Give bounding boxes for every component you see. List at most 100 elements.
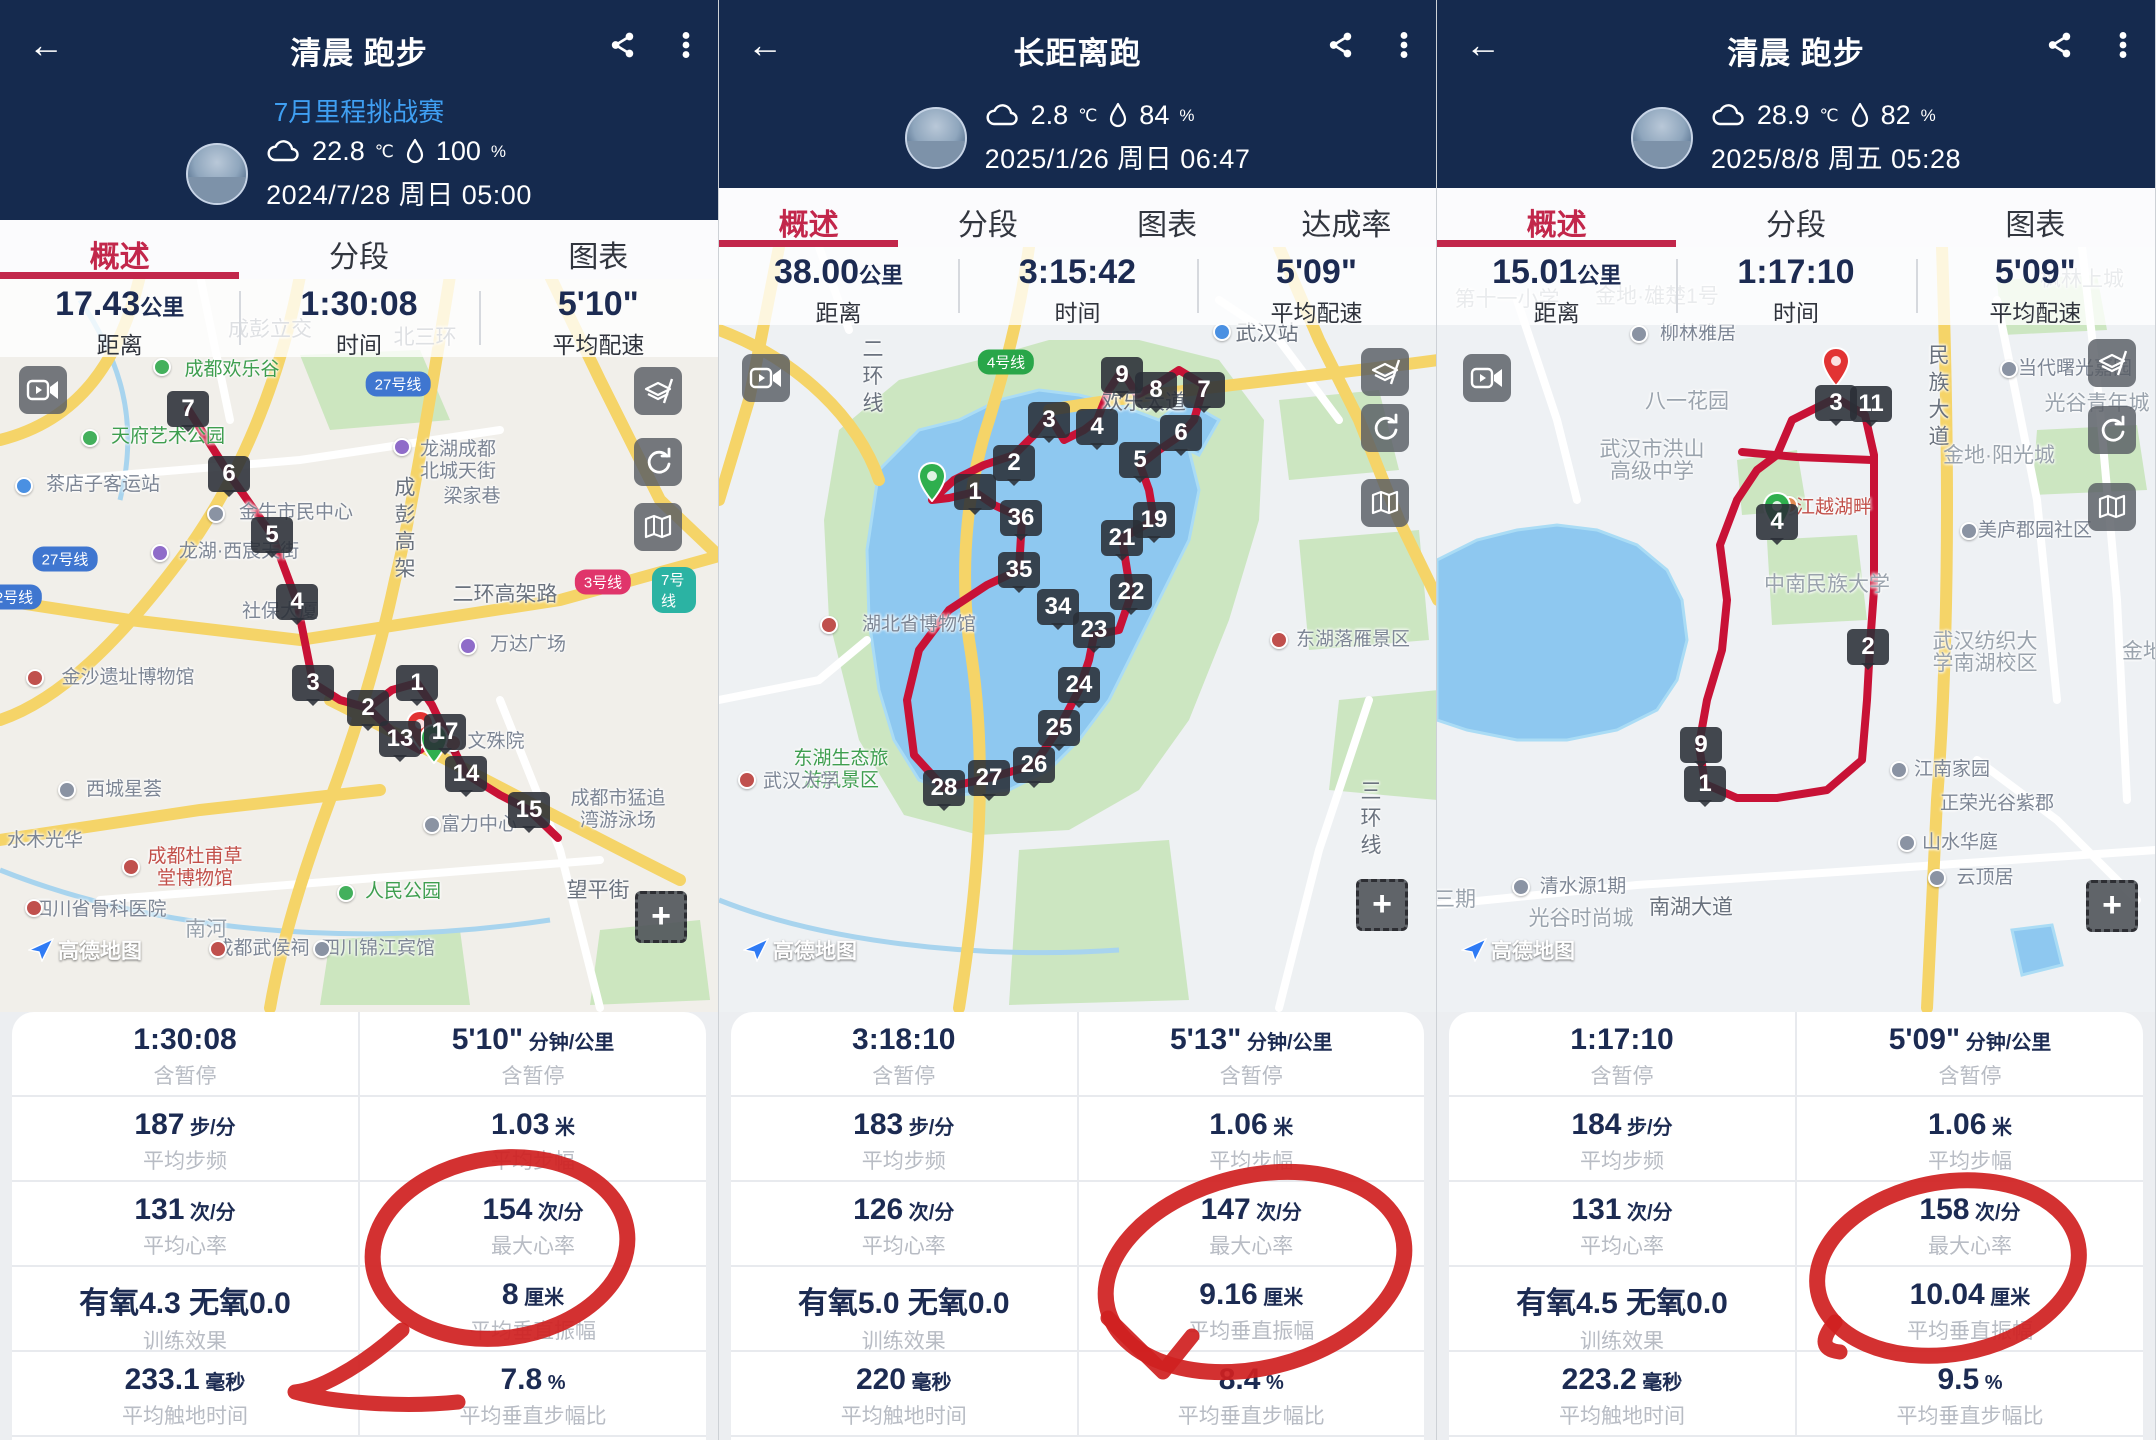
activity-datetime: 2024/7/28 周日 05:00	[266, 180, 532, 210]
back-button[interactable]: ←	[747, 24, 783, 65]
map-label: 东湖生态旅 游风景区	[793, 748, 889, 791]
back-button[interactable]: ←	[28, 24, 64, 65]
map-label: 湖北省博物馆	[861, 614, 977, 635]
map-layers-button[interactable]	[2088, 339, 2136, 387]
tab-图表[interactable]: 图表	[1137, 209, 1198, 242]
metric-cell: 5'10" 分钟/公里 含暂停	[358, 1012, 706, 1095]
tab-分段[interactable]: 分段	[328, 241, 389, 274]
tab-bar: 概述 分段 图表	[0, 220, 718, 279]
map-legend-button[interactable]	[1361, 479, 1409, 527]
metro-line-pill: 3号线	[574, 569, 632, 595]
page-title: 清晨 跑步	[290, 36, 428, 71]
map-label: 望平街	[566, 879, 630, 902]
map-zoom-button[interactable]: +	[635, 891, 687, 943]
metric-unit: 次/分	[1250, 1202, 1302, 1224]
poi-pin-icon	[207, 505, 225, 523]
metric-value: 158 次/分	[1919, 1193, 2021, 1226]
header-toolbar: ← 清晨 跑步	[0, 24, 718, 71]
more-menu-button[interactable]	[2106, 28, 2140, 62]
map-zoom-button[interactable]: +	[2086, 880, 2138, 932]
map-legend-button[interactable]	[634, 503, 682, 551]
metric-unit: 分钟/公里	[1241, 1032, 1333, 1054]
share-button[interactable]	[2042, 28, 2076, 62]
metric-value: 184 步/分	[1571, 1108, 1673, 1141]
tab-分段[interactable]: 分段	[1765, 209, 1826, 242]
table-row: 183 步/分 平均步频 1.06 米平均步幅	[731, 1097, 1424, 1182]
metro-line-pill: 4号线	[977, 349, 1035, 375]
metro-line-pill: 27号线	[365, 371, 431, 397]
metric-label: 最大心率	[491, 1235, 575, 1258]
map-layers-button[interactable]	[1361, 348, 1409, 396]
metric-label: 训练效果	[861, 1330, 946, 1353]
stat-label: 时间	[1772, 300, 1819, 326]
tab-分段[interactable]: 分段	[957, 209, 1018, 242]
metric-value: 126 次/分	[853, 1193, 955, 1226]
route-map[interactable]: 第十一小学金地·雄楚1号枫林上城柳林雅居八一花园武汉市洪山 高级中学民族大道当代…	[1437, 247, 2155, 1012]
poi-pin-icon	[153, 358, 171, 376]
route-replay-button[interactable]	[2088, 406, 2136, 454]
metric-unit: %	[1260, 1372, 1284, 1394]
share-button[interactable]	[605, 28, 639, 62]
tab-图表[interactable]: 图表	[2005, 209, 2066, 242]
more-menu-button[interactable]	[1387, 28, 1421, 62]
metric-cell: 9.16 厘米 平均垂直振幅	[1076, 1267, 1425, 1350]
stat-label: 平均配速	[1270, 300, 1363, 326]
metric-cell: 184 步/分 平均步频	[1449, 1097, 1795, 1180]
metro-line-pill: 27号线	[32, 546, 98, 572]
detail-metrics-card: 3:18:10 含暂停 5'13" 分钟/公里 含暂停 183 步/分 平均步频 1.06 …	[731, 1012, 1424, 1440]
map-video-button[interactable]	[1463, 354, 1511, 402]
stat-平均配速: 5'09" 平均配速	[1915, 247, 2155, 326]
metric-label: 平均心率	[143, 1235, 227, 1258]
route-start-pin	[917, 462, 947, 502]
share-button[interactable]	[1323, 28, 1357, 62]
map-label: 成彭高架	[392, 476, 415, 584]
tab-概述[interactable]: 概述	[719, 188, 899, 247]
route-replay-button[interactable]	[1361, 404, 1409, 452]
map-layers-button[interactable]	[634, 367, 682, 415]
metric-label: 平均步频	[143, 1150, 227, 1173]
metric-label: 平均垂直步幅比	[1177, 1405, 1325, 1428]
map-video-button[interactable]	[742, 354, 790, 402]
more-menu-button[interactable]	[669, 28, 703, 62]
back-button[interactable]: ←	[1465, 24, 1501, 65]
map-label: 山水华庭	[1921, 832, 1999, 853]
map-zoom-button[interactable]: +	[1356, 879, 1408, 931]
map-label: 万达广场	[489, 634, 567, 655]
map-video-button[interactable]	[19, 366, 67, 414]
map-label: 水木光华	[6, 830, 84, 851]
route-map[interactable]: 成彭立交成都欢乐谷北三环天府艺术公园龙湖成都 北城天街茶店子客运站金牛市民中心龙…	[0, 279, 718, 1012]
metric-unit: 次/分	[903, 1202, 955, 1224]
metric-cell: 8 厘米 平均垂直振幅	[358, 1267, 706, 1350]
route-end-pin	[1821, 347, 1851, 387]
km-marker-badge: 2	[1847, 629, 1889, 670]
table-row: 1:17:10 含暂停 5'09" 分钟/公里 含暂停	[1449, 1012, 2143, 1097]
route-replay-button[interactable]	[634, 438, 682, 486]
km-marker-badge: 28	[923, 770, 965, 811]
metric-value: 220 毫秒	[855, 1363, 952, 1396]
metric-cell: 126 次/分 平均心率	[731, 1182, 1077, 1265]
poi-pin-icon	[58, 781, 76, 799]
tab-bar: 概述 分段 图表 达成率	[719, 188, 1436, 247]
route-map[interactable]: 武汉站欢乐大道二环线湖北省博物馆东湖落雁景区东湖生态旅 游风景区三环线武汉大学4…	[719, 247, 1436, 1012]
metric-cell: 5'13" 分钟/公里 含暂停	[1076, 1012, 1425, 1095]
map-label: 清水源1期	[1539, 876, 1627, 897]
metric-value: 3:18:10	[852, 1023, 956, 1056]
stat-label: 时间	[1054, 300, 1101, 326]
km-marker-badge: 2	[347, 690, 389, 731]
stat-value: 5'09"	[1276, 253, 1357, 291]
tab-概述[interactable]: 概述	[1437, 188, 1677, 247]
metric-cell: 有氧5.0 无氧0.0 训练效果	[731, 1267, 1077, 1353]
poi-pin-icon	[209, 940, 227, 958]
table-row: 3:18:10 含暂停 5'13" 分钟/公里 含暂停	[731, 1012, 1424, 1097]
page-title: 清晨 跑步	[1727, 36, 1865, 71]
tab-达成率[interactable]: 达成率	[1301, 209, 1392, 242]
challenge-link[interactable]: 7月里程挑战赛	[273, 97, 445, 127]
metric-label: 含暂停	[1938, 1065, 2002, 1088]
tab-概述[interactable]: 概述	[0, 220, 240, 279]
amap-logo: 高德地图	[28, 935, 142, 965]
temperature-unit: ℃	[1078, 105, 1098, 125]
tab-图表[interactable]: 图表	[568, 241, 629, 274]
metric-label: 平均触地时间	[840, 1405, 967, 1428]
metric-value: 有氧4.3 无氧0.0	[79, 1287, 291, 1320]
map-legend-button[interactable]	[2088, 483, 2136, 531]
